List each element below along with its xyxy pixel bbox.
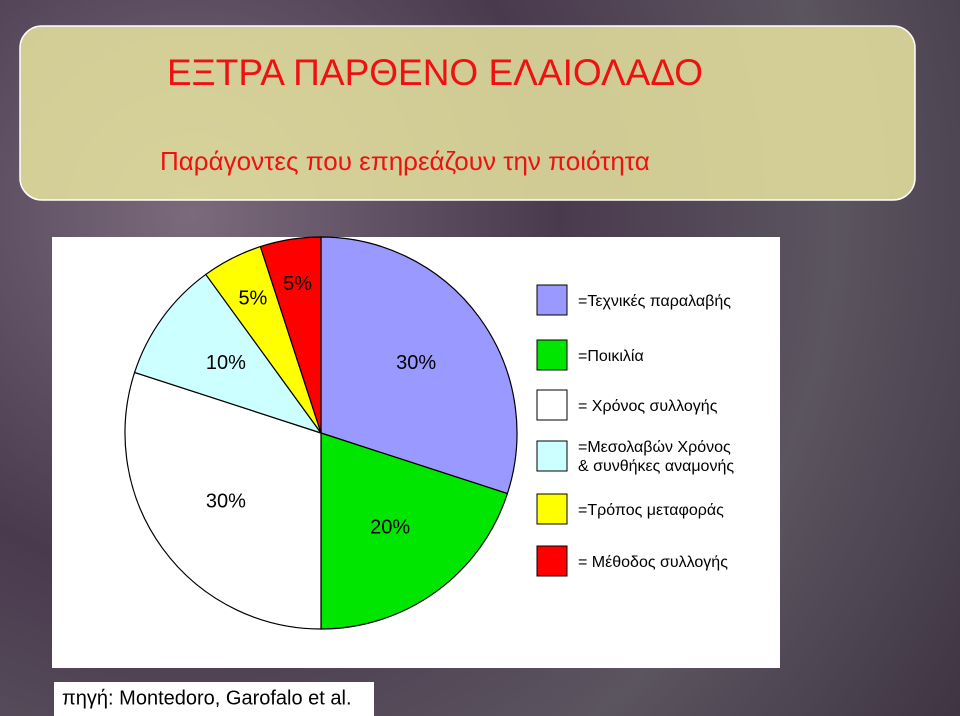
data-label: 5% xyxy=(238,288,267,310)
legend-label: =Ποικιλία xyxy=(578,348,644,365)
pie-slice xyxy=(124,371,322,630)
legend-label: =Τεχνικές παραλαβής xyxy=(578,293,731,310)
data-label: 30% xyxy=(396,352,436,374)
data-label: 20% xyxy=(370,516,410,538)
data-label: 10% xyxy=(206,352,246,374)
data-label: 30% xyxy=(206,490,246,512)
legend-swatch xyxy=(536,440,568,472)
legend-label: =Τρόπος μεταφοράς xyxy=(578,502,724,519)
legend-swatch xyxy=(536,389,568,421)
legend-label: = Χρόνος συλλογής xyxy=(578,398,718,415)
title-box xyxy=(19,25,916,201)
source: πηγή: Montedoro, Garofalo et al. xyxy=(62,687,352,709)
data-label: 5% xyxy=(283,273,312,295)
chart-subtitle: Παράγοντες που επηρεάζουν την ποιότητα xyxy=(160,146,650,176)
pie-slice xyxy=(320,432,509,630)
pie-slice xyxy=(133,273,323,435)
legend-swatch xyxy=(536,493,568,525)
pie-slice xyxy=(320,236,518,495)
legend-label: =Μεσολαβών Χρόνος & συνθήκες αναμονής xyxy=(578,439,735,475)
legend-swatch xyxy=(536,545,568,577)
pie-slice xyxy=(259,236,322,434)
legend-swatch xyxy=(536,339,568,371)
legend-swatch xyxy=(536,284,568,316)
source-box xyxy=(54,682,374,716)
chart-title: ΕΞΤΡΑ ΠΑΡΘΕΝΟ ΕΛΑΙΟΛΑΔΟ xyxy=(167,52,703,93)
legend-label: = Μέθοδος συλλογής xyxy=(578,554,728,571)
